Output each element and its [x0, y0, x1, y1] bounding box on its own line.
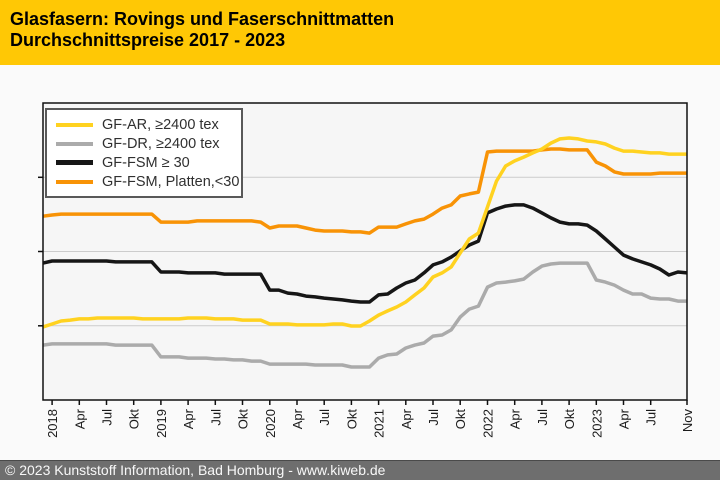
- x-axis-label: Jul: [644, 409, 659, 426]
- plot-border: [42, 102, 688, 401]
- legend-swatch-gf-dr: [56, 141, 93, 146]
- chart-canvas: 2018 Apr Jul Okt 2019 Apr Jul Okt 2020 Apr Jul Okt 2…: [0, 65, 720, 460]
- x-axis-label: 2021: [372, 409, 387, 438]
- x-axis-label: 2022: [481, 409, 496, 438]
- x-axis-label: 2019: [154, 409, 169, 438]
- legend-label-gf-dr: GF-DR, ≥2400 tex: [102, 135, 220, 152]
- legend-label-gf-fsm-platten: GF-FSM, Platten,<30: [102, 173, 240, 190]
- x-axis-label: Okt: [562, 409, 577, 430]
- chart-header: Glasfasern: Rovings und Faserschnittmatt…: [0, 0, 720, 65]
- legend-label-gf-fsm: GF-FSM ≥ 30: [102, 154, 190, 171]
- legend-item-gf-ar: GF-AR, ≥2400 tex: [56, 115, 237, 134]
- legend-swatch-gf-fsm: [56, 160, 93, 165]
- series-line-1: [42, 261, 687, 369]
- x-axis-label: Okt: [344, 409, 359, 430]
- x-axis-label: Jul: [317, 409, 332, 426]
- x-axis-label: Jul: [426, 409, 441, 426]
- x-axis-label: Apr: [508, 408, 523, 429]
- x-axis-label: Okt: [453, 409, 468, 430]
- legend-label-gf-ar: GF-AR, ≥2400 tex: [102, 116, 219, 133]
- x-axis-label: Apr: [617, 408, 632, 429]
- legend-swatch-gf-ar: [56, 122, 93, 127]
- series-line-2: [42, 203, 688, 304]
- x-axis-label: Okt: [127, 409, 142, 430]
- legend-item-gf-fsm: GF-FSM ≥ 30: [56, 153, 237, 172]
- x-axis-label: Apr: [399, 408, 414, 429]
- x-axis-label: Nov: [680, 409, 695, 433]
- page-title-line1: Glasfasern: Rovings und Faserschnittmatt…: [10, 9, 395, 29]
- x-axis-label: 2023: [589, 409, 604, 438]
- copyright-text: © 2023 Kunststoff Information, Bad Hombu…: [5, 462, 386, 478]
- x-axis-label: Jul: [208, 409, 223, 426]
- x-axis-label: Jul: [535, 409, 550, 426]
- series-line-3: [42, 147, 687, 235]
- legend-swatch-gf-fsm-platten: [56, 179, 93, 184]
- legend-item-gf-fsm-platten: GF-FSM, Platten,<30: [56, 172, 240, 191]
- x-axis-label: Apr: [290, 408, 305, 429]
- x-axis-label: Okt: [236, 409, 251, 430]
- x-axis-label: Apr: [72, 408, 87, 429]
- x-axis-label: 2020: [263, 409, 278, 438]
- legend: GF-AR, ≥2400 tex GF-DR, ≥2400 tex GF-FSM…: [45, 108, 243, 198]
- legend-item-gf-dr: GF-DR, ≥2400 tex: [56, 134, 237, 153]
- page-title-line2: Durchschnittspreise 2017 - 2023: [10, 30, 286, 50]
- footer: © 2023 Kunststoff Information, Bad Hombu…: [0, 460, 720, 480]
- x-axis-label: Jul: [100, 409, 115, 426]
- x-axis-label: 2018: [45, 409, 60, 438]
- x-axis-label: Apr: [181, 408, 196, 429]
- series-line-0: [42, 136, 687, 329]
